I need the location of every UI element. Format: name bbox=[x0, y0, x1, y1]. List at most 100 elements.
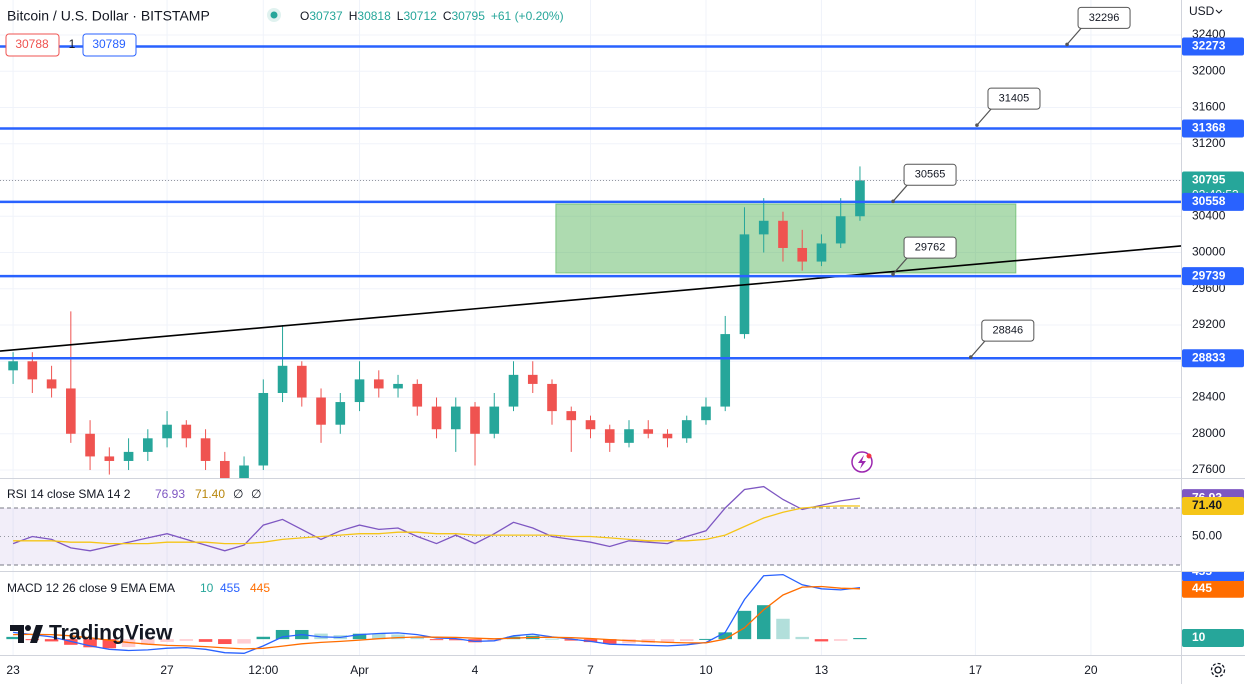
histogram-bar bbox=[391, 634, 405, 640]
candle-body bbox=[354, 379, 365, 403]
histogram-bar bbox=[449, 639, 463, 641]
bid: 30788 bbox=[15, 37, 49, 51]
y-tick-label: 27600 bbox=[1192, 462, 1226, 476]
callout-label: 29762 bbox=[915, 241, 946, 253]
y-tick-label: 29200 bbox=[1192, 317, 1226, 331]
candle-body bbox=[162, 424, 172, 439]
callout-label: 28846 bbox=[993, 325, 1024, 337]
candle-body bbox=[277, 365, 288, 393]
candle-body bbox=[412, 383, 423, 407]
callout-box bbox=[987, 87, 1041, 110]
candle-body bbox=[393, 383, 403, 389]
y-tick-label: 28000 bbox=[1192, 426, 1226, 440]
status-dot-core bbox=[270, 11, 278, 19]
histogram-bar bbox=[179, 639, 194, 641]
histogram-bar bbox=[83, 639, 97, 648]
callout-anchor bbox=[969, 355, 973, 359]
candle-body bbox=[470, 406, 480, 434]
y-tick-label: 32000 bbox=[1192, 63, 1226, 77]
candle-body bbox=[316, 397, 326, 425]
callout-pointer bbox=[892, 257, 908, 275]
callout-box bbox=[903, 236, 957, 259]
settings-icon[interactable] bbox=[1210, 662, 1226, 678]
histogram-bar bbox=[564, 639, 578, 641]
histogram-bar bbox=[218, 639, 232, 645]
currency[interactable]: USD bbox=[1189, 4, 1215, 18]
histogram-bar bbox=[699, 638, 713, 640]
histogram-bar bbox=[429, 639, 444, 641]
histogram-bar bbox=[718, 632, 732, 640]
y-tick-label: 31200 bbox=[1192, 136, 1226, 150]
callout-pointer bbox=[970, 340, 986, 358]
histogram-bar bbox=[660, 639, 675, 643]
x-tick-label: 23 bbox=[6, 663, 20, 677]
macd-pane bbox=[6, 573, 867, 654]
callout-anchor bbox=[1065, 42, 1069, 47]
candle-body bbox=[508, 374, 519, 407]
candle-body bbox=[720, 334, 731, 407]
histogram-bar bbox=[256, 636, 271, 640]
currency-caret[interactable] bbox=[1215, 9, 1223, 14]
ohlc-value: 30795 bbox=[452, 9, 486, 23]
candle-body bbox=[643, 429, 654, 434]
y-tick-label: 30400 bbox=[1192, 208, 1226, 222]
histogram-bar bbox=[545, 638, 559, 640]
candle-body bbox=[143, 438, 153, 452]
legend-value: ∅ bbox=[251, 487, 261, 501]
price-pane: 32296 31405 30565 29762 28846 bbox=[0, 6, 1181, 478]
candle-body bbox=[66, 388, 76, 434]
alert-icon[interactable] bbox=[851, 451, 873, 473]
candle-body bbox=[104, 456, 115, 461]
x-tick-label: 10 bbox=[699, 663, 713, 677]
ohlc-legend: O30737 H30818 L30712 C30795 +61 (+0.20%) bbox=[300, 9, 564, 23]
ask: 30789 bbox=[92, 37, 126, 51]
candle-body bbox=[778, 220, 788, 248]
y-tick-label: 31600 bbox=[1192, 100, 1226, 114]
histogram-bar bbox=[776, 618, 790, 640]
candle-body bbox=[335, 402, 346, 425]
histogram-bar bbox=[44, 639, 59, 642]
candle-body bbox=[604, 429, 615, 443]
callout-box bbox=[1077, 6, 1131, 29]
histogram-bar bbox=[410, 636, 425, 640]
x-tick-label: 13 bbox=[815, 663, 829, 677]
grid bbox=[0, 0, 1181, 655]
histogram-bar bbox=[853, 638, 867, 640]
spread: 1 bbox=[69, 37, 76, 51]
histogram-bar bbox=[352, 633, 367, 640]
legend-value: 455 bbox=[220, 581, 240, 595]
legend-value: 71.40 bbox=[195, 487, 225, 501]
histogram-bar bbox=[795, 636, 809, 640]
macd-last-label: 445 bbox=[1192, 581, 1212, 595]
legend-value: 76.93 bbox=[155, 487, 185, 501]
level-label-box bbox=[1182, 37, 1244, 56]
candle-body bbox=[27, 361, 38, 380]
candle-body bbox=[681, 420, 692, 439]
callout-pointer bbox=[1066, 28, 1082, 45]
callout-label: 31405 bbox=[999, 93, 1030, 105]
histogram-bar bbox=[6, 636, 20, 640]
macd-last-label-box bbox=[1182, 629, 1244, 648]
histogram-bar bbox=[102, 639, 117, 649]
candle-body bbox=[816, 243, 827, 262]
level-label: 31368 bbox=[1192, 121, 1226, 135]
candle-body bbox=[566, 411, 577, 421]
macd-last-label: 10 bbox=[1192, 630, 1206, 644]
ask-box bbox=[82, 33, 137, 57]
candle-body bbox=[835, 216, 846, 244]
callout-box bbox=[903, 163, 957, 186]
callout-pointer bbox=[976, 108, 992, 126]
x-tick-label: 27 bbox=[160, 663, 174, 677]
chart-title: Bitcoin / U.S. Dollar · BITSTAMP bbox=[7, 8, 210, 24]
candle-body bbox=[123, 451, 134, 461]
level-label: 28833 bbox=[1192, 350, 1226, 364]
y-tick-label: 50.00 bbox=[1192, 529, 1222, 543]
callout-anchor bbox=[891, 272, 895, 276]
level-label: 30558 bbox=[1192, 194, 1226, 208]
candle-body bbox=[527, 374, 538, 384]
ohlc-value: 30737 bbox=[309, 9, 343, 23]
candle-body bbox=[585, 420, 596, 430]
